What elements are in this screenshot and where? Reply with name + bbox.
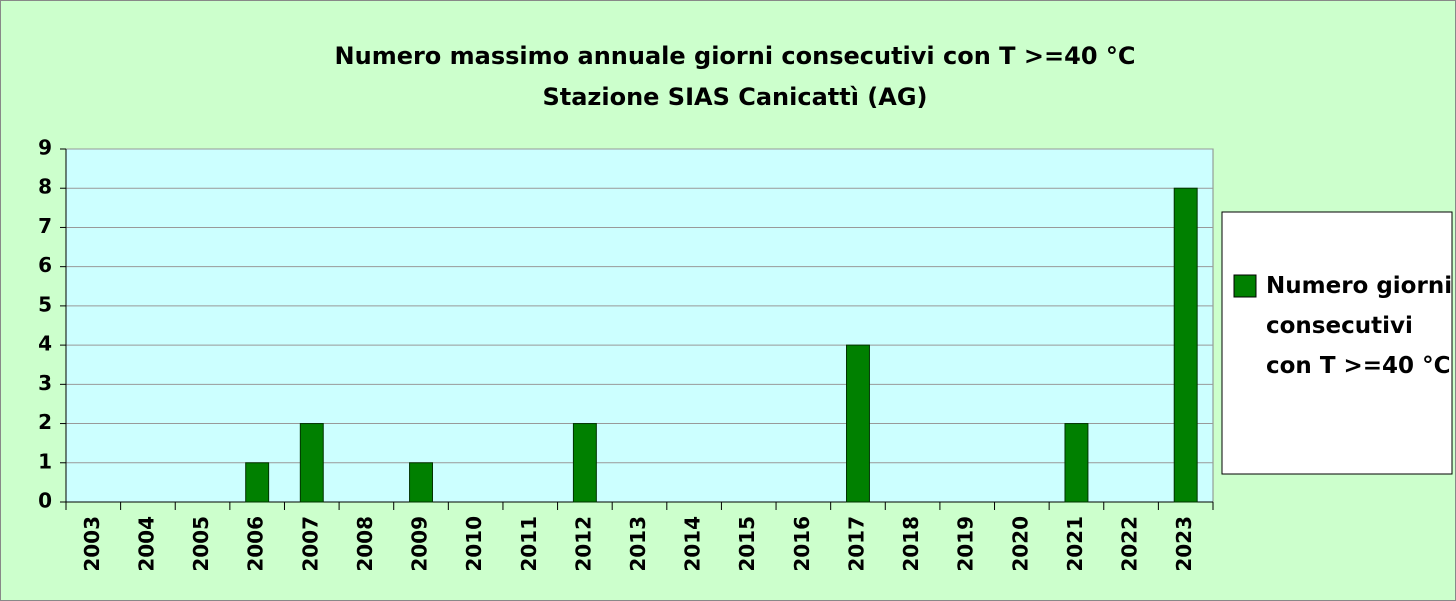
x-tick-label: 2017 (844, 516, 868, 572)
y-tick-label: 0 (38, 489, 52, 513)
y-tick-label: 9 (38, 136, 52, 160)
x-tick-label: 2009 (408, 516, 432, 572)
x-tick-label: 2004 (134, 516, 158, 572)
bar (409, 462, 433, 503)
plot-area (65, 148, 1214, 503)
bar (846, 344, 870, 503)
x-tick-label: 2022 (1118, 516, 1142, 572)
bar (1173, 187, 1198, 503)
y-tick-label: 6 (38, 253, 52, 277)
x-tick-label: 2011 (517, 516, 541, 572)
x-tick-label: 2007 (298, 516, 322, 572)
chart-title: Numero massimo annuale giorni consecutiv… (335, 42, 1136, 70)
legend-swatch (1233, 274, 1257, 298)
x-tick-label: 2021 (1063, 516, 1087, 572)
y-tick-label: 8 (38, 175, 52, 199)
chart-subtitle: Stazione SIAS Canicattì (AG) (542, 83, 927, 111)
x-tick-label: 2010 (462, 516, 486, 572)
x-tick-label: 2006 (244, 516, 268, 572)
y-tick-label: 4 (38, 332, 52, 356)
x-tick-label: 2018 (899, 516, 923, 572)
x-tick-label: 2020 (1008, 516, 1032, 572)
x-tick-label: 2023 (1172, 516, 1196, 572)
x-tick-label: 2019 (954, 516, 978, 572)
x-tick-label: 2008 (353, 516, 377, 572)
x-tick-label: 2005 (189, 516, 213, 572)
legend-box (1221, 211, 1453, 475)
bar (1064, 423, 1089, 503)
x-tick-label: 2015 (735, 516, 759, 572)
y-tick-label: 2 (38, 410, 52, 434)
bar (245, 462, 270, 503)
legend-label: Numero giorni consecutivi con T >=40 °C (1266, 273, 1453, 379)
y-tick-label: 1 (38, 449, 52, 473)
y-tick-label: 7 (38, 214, 52, 238)
y-tick-label: 5 (38, 292, 52, 316)
y-tick-label: 3 (38, 371, 52, 395)
bar (572, 423, 597, 503)
bar (299, 423, 324, 503)
x-tick-label: 2012 (571, 516, 595, 572)
x-tick-label: 2013 (626, 516, 650, 572)
x-tick-label: 2003 (80, 516, 104, 572)
x-tick-label: 2014 (681, 516, 705, 572)
x-tick-label: 2016 (790, 516, 814, 572)
